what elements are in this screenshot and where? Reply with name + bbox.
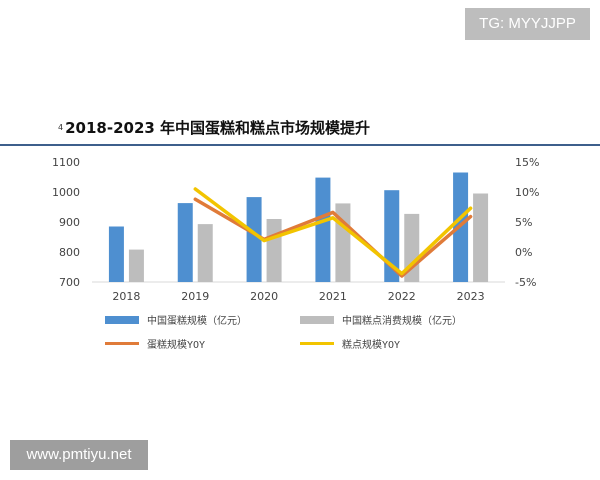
legend-label-pastry-scale: 中国糕点消费规模（亿元） — [342, 316, 462, 327]
bar-cake-scale — [177, 203, 193, 282]
bar-pastry-scale — [473, 193, 489, 282]
bar-cake-scale — [384, 190, 400, 282]
x-axis-tick-label: 2022 — [388, 290, 416, 303]
legend-swatch-cake-scale — [105, 315, 139, 324]
legend-label-pastry-yoy: 糕点规模YOY — [342, 340, 401, 351]
legend-item-pastry-yoy: 糕点规模YOY — [300, 336, 400, 351]
legend-item-cake-scale: 中国蛋糕规模（亿元） — [105, 312, 247, 327]
left-axis-tick-label: 800 — [59, 246, 80, 259]
legend-label-cake-yoy: 蛋糕规模YOY — [147, 340, 206, 351]
bar-pastry-scale — [197, 224, 213, 282]
left-axis-tick-label: 700 — [59, 276, 80, 289]
chart-title-row: 4 2018-2023 年中国蛋糕和糕点市场规模提升 — [58, 116, 370, 140]
legend-swatch-pastry-yoy — [300, 342, 334, 345]
right-axis-tick-label: 15% — [515, 156, 539, 169]
legend-label-cake-scale: 中国蛋糕规模（亿元） — [147, 316, 247, 327]
left-axis-tick-label: 1000 — [52, 186, 80, 199]
title-marker: 4 — [58, 123, 64, 132]
legend-swatch-cake-yoy — [105, 342, 139, 345]
bar-cake-scale — [108, 226, 124, 282]
bar-pastry-scale — [128, 249, 144, 282]
bar-line-chart: 1100 1000 900 800 700 15% 10% 5% 0% -5% 2018 2019 20… — [52, 156, 539, 303]
right-axis-tick-label: -5% — [515, 276, 536, 289]
bar-pastry-scale — [266, 219, 282, 282]
left-axis-tick-label: 900 — [59, 216, 80, 229]
x-axis-tick-label: 2023 — [457, 290, 485, 303]
legend-item-cake-yoy: 蛋糕规模YOY — [105, 336, 205, 351]
legend-item-pastry-scale: 中国糕点消费规模（亿元） — [300, 312, 462, 327]
legend-swatch-pastry-scale — [300, 315, 334, 324]
x-axis-tick-label: 2020 — [250, 290, 278, 303]
right-axis-tick-label: 0% — [515, 246, 532, 259]
chart-title: 2018-2023 年中国蛋糕和糕点市场规模提升 — [65, 119, 371, 137]
bar-cake-scale — [246, 197, 262, 282]
line-pastry-yoy — [193, 187, 473, 276]
watermark-top-badge: TG: MYYJJPP — [465, 8, 590, 40]
right-axis-tick-label: 5% — [515, 216, 532, 229]
x-axis-tick-label: 2019 — [181, 290, 209, 303]
watermark-bottom-badge: www.pmtiyu.net — [10, 440, 148, 470]
bar-cake-scale — [315, 177, 331, 282]
right-axis-tick-label: 10% — [515, 186, 539, 199]
x-axis-tick-label: 2018 — [112, 290, 140, 303]
title-divider — [0, 144, 600, 146]
left-axis-tick-label: 1100 — [52, 156, 80, 169]
line-cake-yoy — [193, 197, 473, 278]
x-axis-tick-label: 2021 — [319, 290, 347, 303]
